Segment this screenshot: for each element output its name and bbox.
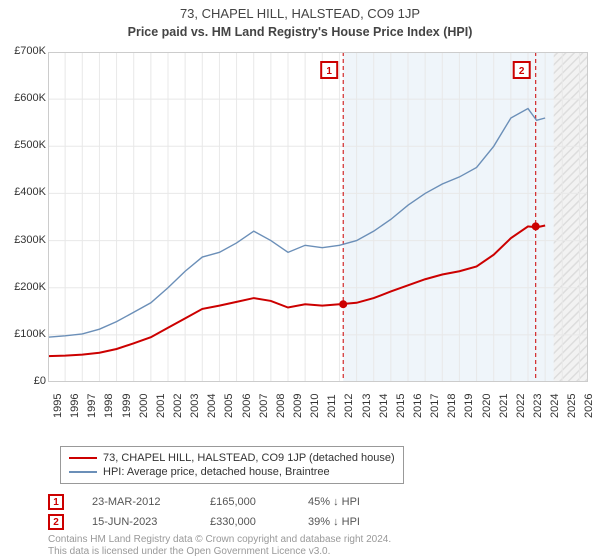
page-subtitle: Price paid vs. HM Land Registry's House … xyxy=(0,21,600,39)
y-tick-label: £400K xyxy=(2,186,46,198)
footer-line-1: Contains HM Land Registry data © Crown c… xyxy=(48,534,391,546)
legend-label: 73, CHAPEL HILL, HALSTEAD, CO9 1JP (deta… xyxy=(103,452,395,464)
x-tick-label: 2015 xyxy=(395,394,407,418)
x-tick-label: 2005 xyxy=(223,394,235,418)
y-tick-label: £500K xyxy=(2,139,46,151)
y-tick-label: £100K xyxy=(2,328,46,340)
x-tick-label: 2024 xyxy=(549,394,561,418)
legend-swatch xyxy=(69,457,97,459)
y-tick-label: £200K xyxy=(2,281,46,293)
x-tick-label: 2026 xyxy=(583,394,595,418)
svg-text:1: 1 xyxy=(326,66,332,77)
x-tick-label: 2020 xyxy=(481,394,493,418)
x-tick-label: 1998 xyxy=(103,394,115,418)
x-tick-label: 2019 xyxy=(463,394,475,418)
x-tick-label: 2007 xyxy=(258,394,270,418)
sale-price: £165,000 xyxy=(210,496,280,508)
sale-row: 1 23-MAR-2012 £165,000 45% ↓ HPI xyxy=(48,492,360,512)
x-tick-label: 2010 xyxy=(309,394,321,418)
x-tick-label: 2001 xyxy=(155,394,167,418)
y-tick-label: £0 xyxy=(2,375,46,387)
x-tick-label: 2022 xyxy=(515,394,527,418)
x-tick-label: 2000 xyxy=(138,394,150,418)
x-tick-label: 2013 xyxy=(361,394,373,418)
sale-date: 15-JUN-2023 xyxy=(92,516,182,528)
sale-marker: 2 xyxy=(48,514,64,530)
sales-table: 1 23-MAR-2012 £165,000 45% ↓ HPI 2 15-JUN-202… xyxy=(48,492,360,532)
x-tick-label: 2021 xyxy=(498,394,510,418)
x-tick-label: 2006 xyxy=(241,394,253,418)
legend-item: 73, CHAPEL HILL, HALSTEAD, CO9 1JP (deta… xyxy=(69,451,395,465)
x-tick-label: 2004 xyxy=(206,394,218,418)
sale-delta: 39% ↓ HPI xyxy=(308,516,360,528)
sale-marker: 1 xyxy=(48,494,64,510)
sale-price: £330,000 xyxy=(210,516,280,528)
x-tick-label: 2008 xyxy=(275,394,287,418)
x-tick-label: 2014 xyxy=(378,394,390,418)
page-title: 73, CHAPEL HILL, HALSTEAD, CO9 1JP xyxy=(0,0,600,21)
svg-text:2: 2 xyxy=(519,66,525,77)
y-tick-label: £600K xyxy=(2,92,46,104)
chart-legend: 73, CHAPEL HILL, HALSTEAD, CO9 1JP (deta… xyxy=(60,446,404,484)
x-tick-label: 2025 xyxy=(566,394,578,418)
x-tick-label: 1996 xyxy=(69,394,81,418)
y-tick-label: £700K xyxy=(2,45,46,57)
x-tick-label: 1999 xyxy=(121,394,133,418)
y-tick-label: £300K xyxy=(2,234,46,246)
x-tick-label: 2023 xyxy=(532,394,544,418)
sale-row: 2 15-JUN-2023 £330,000 39% ↓ HPI xyxy=(48,512,360,532)
x-tick-label: 2012 xyxy=(343,394,355,418)
x-tick-label: 2018 xyxy=(446,394,458,418)
x-tick-label: 2002 xyxy=(172,394,184,418)
sale-date: 23-MAR-2012 xyxy=(92,496,182,508)
footer-text: Contains HM Land Registry data © Crown c… xyxy=(48,534,391,558)
sale-delta: 45% ↓ HPI xyxy=(308,496,360,508)
footer-line-2: This data is licensed under the Open Gov… xyxy=(48,546,391,558)
x-tick-label: 2017 xyxy=(429,394,441,418)
x-tick-label: 2016 xyxy=(412,394,424,418)
x-tick-label: 2003 xyxy=(189,394,201,418)
legend-label: HPI: Average price, detached house, Brai… xyxy=(103,466,330,478)
x-tick-label: 1997 xyxy=(86,394,98,418)
x-tick-label: 2011 xyxy=(326,394,338,418)
x-tick-label: 2009 xyxy=(292,394,304,418)
x-axis-labels: 1995 1996 1997 1998 1999 2000 2001 2002 2003 2004… xyxy=(48,386,588,446)
chart-svg: 12 xyxy=(48,52,588,382)
price-chart: 12 xyxy=(48,52,588,382)
legend-swatch xyxy=(69,471,97,473)
legend-item: HPI: Average price, detached house, Brai… xyxy=(69,465,395,479)
x-tick-label: 1995 xyxy=(52,394,64,418)
